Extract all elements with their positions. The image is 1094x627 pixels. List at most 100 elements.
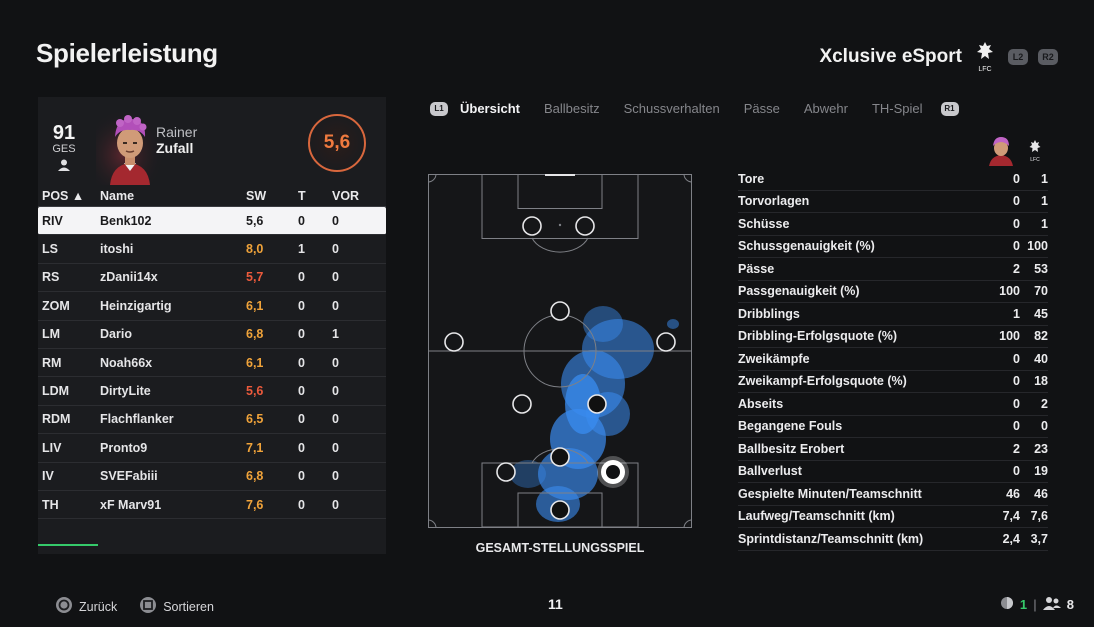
stat-label: Begangene Fouls bbox=[738, 419, 843, 434]
row-pos: LDM bbox=[42, 384, 70, 399]
square-button-icon[interactable] bbox=[139, 596, 157, 617]
stat-row: Dribblings 1 45 bbox=[738, 303, 1048, 326]
stat-player-value: 2,4 bbox=[1002, 531, 1020, 546]
stat-player-value: 46 bbox=[1006, 486, 1020, 501]
row-sw: 6,1 bbox=[246, 298, 264, 313]
row-name: Benk102 bbox=[100, 213, 152, 228]
row-vor: 0 bbox=[332, 497, 339, 512]
row-vor: 1 bbox=[332, 327, 339, 342]
row-vor: 0 bbox=[332, 270, 339, 285]
stat-label: Schüsse bbox=[738, 216, 790, 231]
row-t: 0 bbox=[298, 440, 305, 455]
row-vor: 0 bbox=[332, 412, 339, 427]
table-row[interactable]: RS zDanii14x 5,7 0 0 bbox=[38, 264, 386, 293]
player-avatar bbox=[96, 109, 164, 185]
header-t[interactable]: T bbox=[298, 188, 306, 203]
stat-row: Zweikampf-Erfolgsquote (%) 0 18 bbox=[738, 371, 1048, 393]
table-row[interactable]: LIV Pronto9 7,1 0 0 bbox=[38, 434, 386, 463]
stat-row: Laufweg/Teamschnitt (km) 7,4 7,6 bbox=[738, 506, 1048, 528]
row-sw: 6,5 bbox=[246, 412, 264, 427]
back-label[interactable]: Zurück bbox=[79, 599, 118, 614]
stat-row: Passgenauigkeit (%) 100 70 bbox=[738, 281, 1048, 303]
header-pos[interactable]: POS ▲ bbox=[42, 188, 85, 203]
row-vor: 0 bbox=[332, 355, 339, 370]
stat-row: Tore 0 1 bbox=[738, 168, 1048, 191]
team-name: Xclusive eSport bbox=[819, 46, 962, 67]
stat-row: Schüsse 0 1 bbox=[738, 213, 1048, 236]
stat-player-value: 2 bbox=[1013, 261, 1020, 276]
table-row[interactable]: LDM DirtyLite 5,6 0 0 bbox=[38, 377, 386, 406]
stat-label: Zweikampf-Erfolgsquote (%) bbox=[738, 374, 907, 389]
ovr-value: 91 bbox=[52, 122, 76, 144]
row-sw: 5,6 bbox=[246, 384, 264, 399]
row-pos: RIV bbox=[42, 213, 63, 228]
l1-hint-icon[interactable]: L1 bbox=[430, 101, 448, 116]
sort-label[interactable]: Sortieren bbox=[163, 599, 214, 614]
table-row[interactable]: LS itoshi 8,0 1 0 bbox=[38, 235, 386, 264]
footer-controls: Zurück Sortieren bbox=[55, 596, 214, 617]
table-row[interactable]: RIV Benk102 5,6 0 0 bbox=[38, 207, 386, 236]
footer-status: 1 | 8 bbox=[1000, 596, 1074, 613]
stat-label: Gespielte Minuten/Teamschnitt bbox=[738, 486, 922, 501]
player-mini-avatar-icon bbox=[985, 134, 1017, 171]
tab-th-spiel[interactable]: TH-Spiel bbox=[871, 101, 923, 116]
player-table-panel: 91 GES Rainer Zufall 5,6 POS bbox=[38, 97, 386, 554]
row-t: 0 bbox=[298, 469, 305, 484]
table-row[interactable]: TH xF Marv91 7,6 0 0 bbox=[38, 491, 386, 520]
row-t: 0 bbox=[298, 213, 305, 228]
pitch-caption: GESAMT-STELLUNGSSPIEL bbox=[475, 541, 645, 555]
r1-hint-icon[interactable]: R1 bbox=[940, 101, 959, 116]
stat-player-value: 0 bbox=[1013, 216, 1020, 231]
row-vor: 0 bbox=[332, 213, 339, 228]
position-heatmap bbox=[427, 173, 693, 529]
table-row[interactable]: ZOM Heinzigartig 6,1 0 0 bbox=[38, 292, 386, 321]
stat-label: Zweikämpfe bbox=[738, 351, 810, 366]
row-t: 0 bbox=[298, 355, 305, 370]
row-name: DirtyLite bbox=[100, 384, 151, 399]
row-vor: 0 bbox=[332, 469, 339, 484]
header-vor[interactable]: VOR bbox=[332, 188, 360, 203]
l2-hint-icon[interactable]: L2 bbox=[1008, 49, 1028, 65]
page-title: Spielerleistung bbox=[36, 38, 218, 68]
stat-label: Pässe bbox=[738, 261, 775, 276]
stat-player-value: 7,4 bbox=[1002, 509, 1020, 524]
player-rows: RIV Benk102 5,6 0 0 LS itoshi 8,0 1 0 RS zDanii14x 5… bbox=[38, 207, 386, 520]
row-pos: IV bbox=[42, 469, 54, 484]
tab-uebersicht[interactable]: Übersicht bbox=[460, 101, 520, 116]
stat-player-value: 0 bbox=[1013, 396, 1020, 411]
stat-team-value: 70 bbox=[1034, 284, 1048, 299]
stat-label: Dribbling-Erfolgsquote (%) bbox=[738, 329, 898, 344]
stat-team-value: 100 bbox=[1027, 239, 1048, 254]
tab-abwehr[interactable]: Abwehr bbox=[803, 101, 848, 116]
row-vor: 0 bbox=[332, 440, 339, 455]
stats-header: LFC bbox=[985, 134, 1043, 171]
row-t: 1 bbox=[298, 242, 305, 257]
row-sw: 6,8 bbox=[246, 327, 264, 342]
stat-label: Schussgenauigkeit (%) bbox=[738, 239, 875, 254]
stat-label: Ballverlust bbox=[738, 464, 802, 479]
row-pos: ZOM bbox=[42, 298, 70, 313]
table-row[interactable]: LM Dario 6,8 0 1 bbox=[38, 321, 386, 349]
row-sw: 7,1 bbox=[246, 440, 264, 455]
stat-row: Pässe 2 53 bbox=[738, 258, 1048, 281]
player-first-name: Rainer bbox=[156, 124, 198, 140]
r2-hint-icon[interactable]: R2 bbox=[1038, 49, 1058, 65]
header-sw[interactable]: SW bbox=[246, 188, 267, 203]
table-row[interactable]: RM Noah66x 6,1 0 0 bbox=[38, 349, 386, 378]
tab-ballbesitz[interactable]: Ballbesitz bbox=[543, 101, 600, 116]
row-pos: LS bbox=[42, 242, 58, 257]
stat-team-value: 19 bbox=[1034, 464, 1048, 479]
tab-paesse[interactable]: Pässe bbox=[743, 101, 780, 116]
table-row[interactable]: RDM Flachflanker 6,5 0 0 bbox=[38, 406, 386, 435]
stat-player-value: 100 bbox=[999, 284, 1020, 299]
stat-team-value: 1 bbox=[1041, 194, 1048, 209]
stat-player-value: 0 bbox=[1013, 194, 1020, 209]
row-t: 0 bbox=[298, 327, 305, 342]
stat-row: Ballverlust 0 19 bbox=[738, 461, 1048, 483]
circle-button-icon[interactable] bbox=[55, 596, 73, 617]
stat-row: Zweikämpfe 0 40 bbox=[738, 348, 1048, 371]
header-name[interactable]: Name bbox=[100, 188, 135, 203]
stat-team-value: 23 bbox=[1034, 441, 1048, 456]
tab-schussverhalten[interactable]: Schussverhalten bbox=[623, 101, 720, 116]
table-row[interactable]: IV SVEFabiii 6,8 0 0 bbox=[38, 463, 386, 491]
